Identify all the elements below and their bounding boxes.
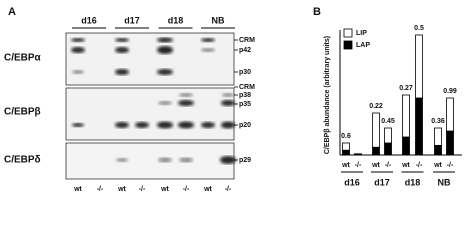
legend-label: LIP — [356, 30, 367, 37]
lane-label: -/- — [225, 186, 232, 193]
x-tick-label: wt — [401, 162, 410, 169]
blot-panel — [65, 32, 236, 180]
ratio-label: 0.99 — [443, 88, 457, 95]
marker-label: CRM — [239, 37, 255, 44]
band — [72, 70, 84, 74]
x-tick-label: -/- — [416, 162, 423, 169]
band — [158, 157, 172, 163]
x-tick-label: wt — [341, 162, 350, 169]
lane-label: -/- — [139, 186, 146, 193]
band — [115, 47, 129, 53]
band — [157, 121, 173, 129]
y-axis-label: C/EBPβ abundance (arbitrary units) — [324, 36, 331, 154]
ratio-label: 0.22 — [369, 103, 383, 110]
band — [116, 158, 128, 162]
bar-segment — [434, 144, 442, 156]
bar-segment — [402, 136, 410, 156]
band — [115, 69, 129, 75]
group-label: d18 — [405, 177, 421, 187]
band — [158, 101, 172, 105]
group-label: d16 — [344, 177, 360, 187]
band — [201, 48, 215, 52]
band — [221, 121, 235, 129]
band — [179, 157, 193, 163]
marker-label: p35 — [239, 101, 251, 108]
protein-label: C/EBPβ — [4, 107, 41, 118]
band — [71, 38, 85, 42]
band — [71, 47, 85, 53]
lane-label: wt — [117, 186, 126, 193]
panel-label: B — [313, 6, 321, 18]
band — [115, 38, 129, 42]
group-label: d17 — [374, 177, 390, 187]
protein-label: C/EBPδ — [4, 155, 41, 166]
band — [220, 156, 236, 164]
band — [201, 122, 215, 128]
x-tick-label: wt — [371, 162, 380, 169]
ratio-label: 0.6 — [341, 133, 351, 140]
band — [135, 122, 149, 128]
x-tick-label: -/- — [447, 162, 454, 169]
x-tick-label: -/- — [355, 162, 362, 169]
bar-segment — [446, 97, 454, 132]
x-tick-label: -/- — [385, 162, 392, 169]
band — [222, 93, 234, 97]
band — [178, 121, 194, 129]
group-label: d17 — [124, 15, 140, 25]
marker-label: p20 — [239, 122, 251, 129]
band — [157, 46, 173, 54]
blot-beta — [65, 87, 235, 141]
ratio-label: 0.45 — [381, 118, 395, 125]
lane-label: -/- — [183, 186, 190, 193]
legend-swatch — [343, 40, 353, 50]
band — [178, 100, 194, 106]
bar-segment — [415, 34, 423, 99]
bar-segment — [342, 142, 350, 151]
bar-segment — [434, 127, 442, 146]
marker-label: p42 — [239, 47, 251, 54]
legend-swatch — [343, 28, 353, 38]
bar-segment — [415, 97, 423, 156]
lane-label: wt — [73, 186, 82, 193]
group-label: d18 — [168, 15, 184, 25]
lane-label: wt — [203, 186, 212, 193]
bar-segment — [372, 146, 380, 156]
marker-label: CRM — [239, 84, 255, 91]
bar-segment — [342, 149, 350, 156]
band — [157, 37, 173, 43]
bar-segment — [354, 153, 362, 155]
bar-segment — [372, 112, 380, 148]
band — [115, 122, 129, 128]
legend-label: LAP — [356, 42, 370, 49]
band — [221, 100, 235, 106]
bar-segment — [446, 130, 454, 156]
group-label: NB — [212, 15, 225, 25]
bar-segment — [402, 94, 410, 138]
marker-label: p30 — [239, 69, 251, 76]
band — [72, 123, 84, 127]
ratio-label: 0.5 — [414, 25, 424, 32]
marker-label: p29 — [239, 157, 251, 164]
ratio-label: 0.36 — [431, 118, 445, 125]
marker-label: p38 — [239, 92, 251, 99]
panel-label: A — [8, 6, 16, 18]
band — [179, 93, 193, 97]
lane-label: wt — [160, 186, 169, 193]
bar-segment — [384, 127, 392, 144]
blot-delta — [65, 142, 235, 180]
x-tick-label: wt — [433, 162, 442, 169]
group-label: d16 — [81, 15, 97, 25]
band — [201, 38, 215, 42]
ratio-label: 0.27 — [399, 85, 413, 92]
group-label: NB — [438, 177, 451, 187]
band — [157, 69, 173, 75]
protein-label: C/EBPα — [4, 53, 42, 64]
bar-segment — [384, 142, 392, 156]
lane-label: -/- — [97, 186, 104, 193]
